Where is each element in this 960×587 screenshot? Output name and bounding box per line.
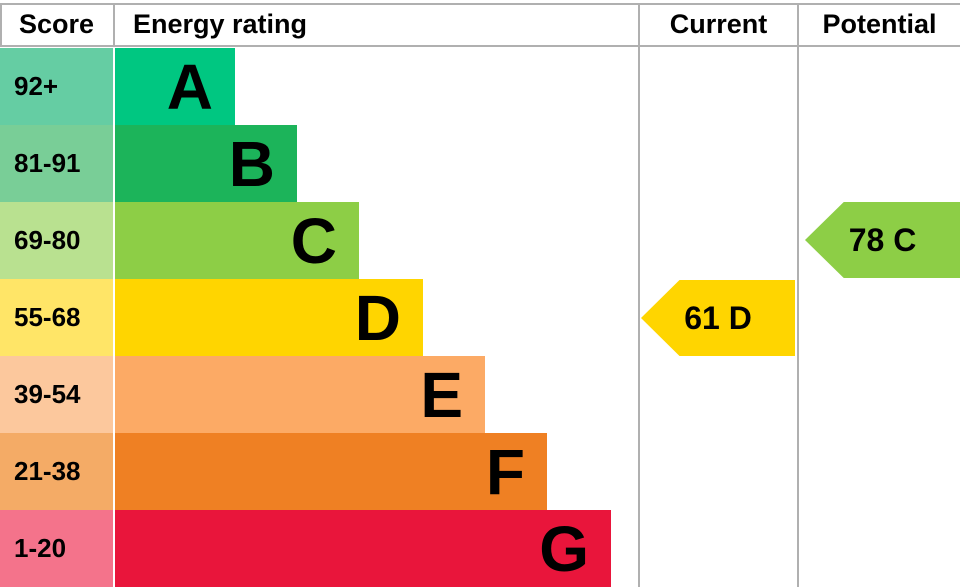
score-range-a: 92+ [0, 48, 113, 125]
potential-rating-arrow: 78 C [805, 202, 960, 278]
score-range-c: 69-80 [0, 202, 113, 279]
band-bar-g: G [115, 510, 611, 587]
score-column-header: Score [18, 8, 95, 39]
current-column-divider [638, 3, 640, 587]
score-range-g: 1-20 [0, 510, 113, 587]
band-letter-e: E [420, 358, 463, 431]
band-letter-f: F [485, 435, 525, 508]
potential-column-divider [797, 3, 799, 587]
band-bar-c: C [115, 202, 359, 279]
current-rating-label: 61 D [684, 299, 752, 336]
score-range-f: 21-38 [0, 433, 113, 510]
potential-column-header: Potential [822, 8, 937, 39]
score-range-b: 81-91 [0, 125, 113, 202]
band-letter-g: G [539, 512, 589, 585]
band-letter-d: D [354, 281, 401, 354]
band-bar-b: B [115, 125, 297, 202]
band-bar-f: F [115, 433, 547, 510]
band-bar-a: A [115, 48, 235, 125]
score-column-divider [113, 3, 115, 47]
energy-rating-column-header: Energy rating [133, 8, 308, 39]
current-rating-arrow: 61 D [641, 280, 795, 356]
band-bar-d: D [115, 279, 423, 356]
band-letter-a: A [166, 50, 213, 123]
header-bottom-border [0, 45, 960, 47]
band-bar-e: E [115, 356, 485, 433]
current-column-header: Current [669, 8, 768, 39]
score-range-d: 55-68 [0, 279, 113, 356]
header-top-border [0, 3, 960, 5]
band-letter-c: C [290, 204, 337, 277]
band-letter-b: B [228, 127, 275, 200]
potential-rating-label: 78 C [848, 221, 917, 258]
score-range-e: 39-54 [0, 356, 113, 433]
header-left-border [0, 3, 2, 47]
